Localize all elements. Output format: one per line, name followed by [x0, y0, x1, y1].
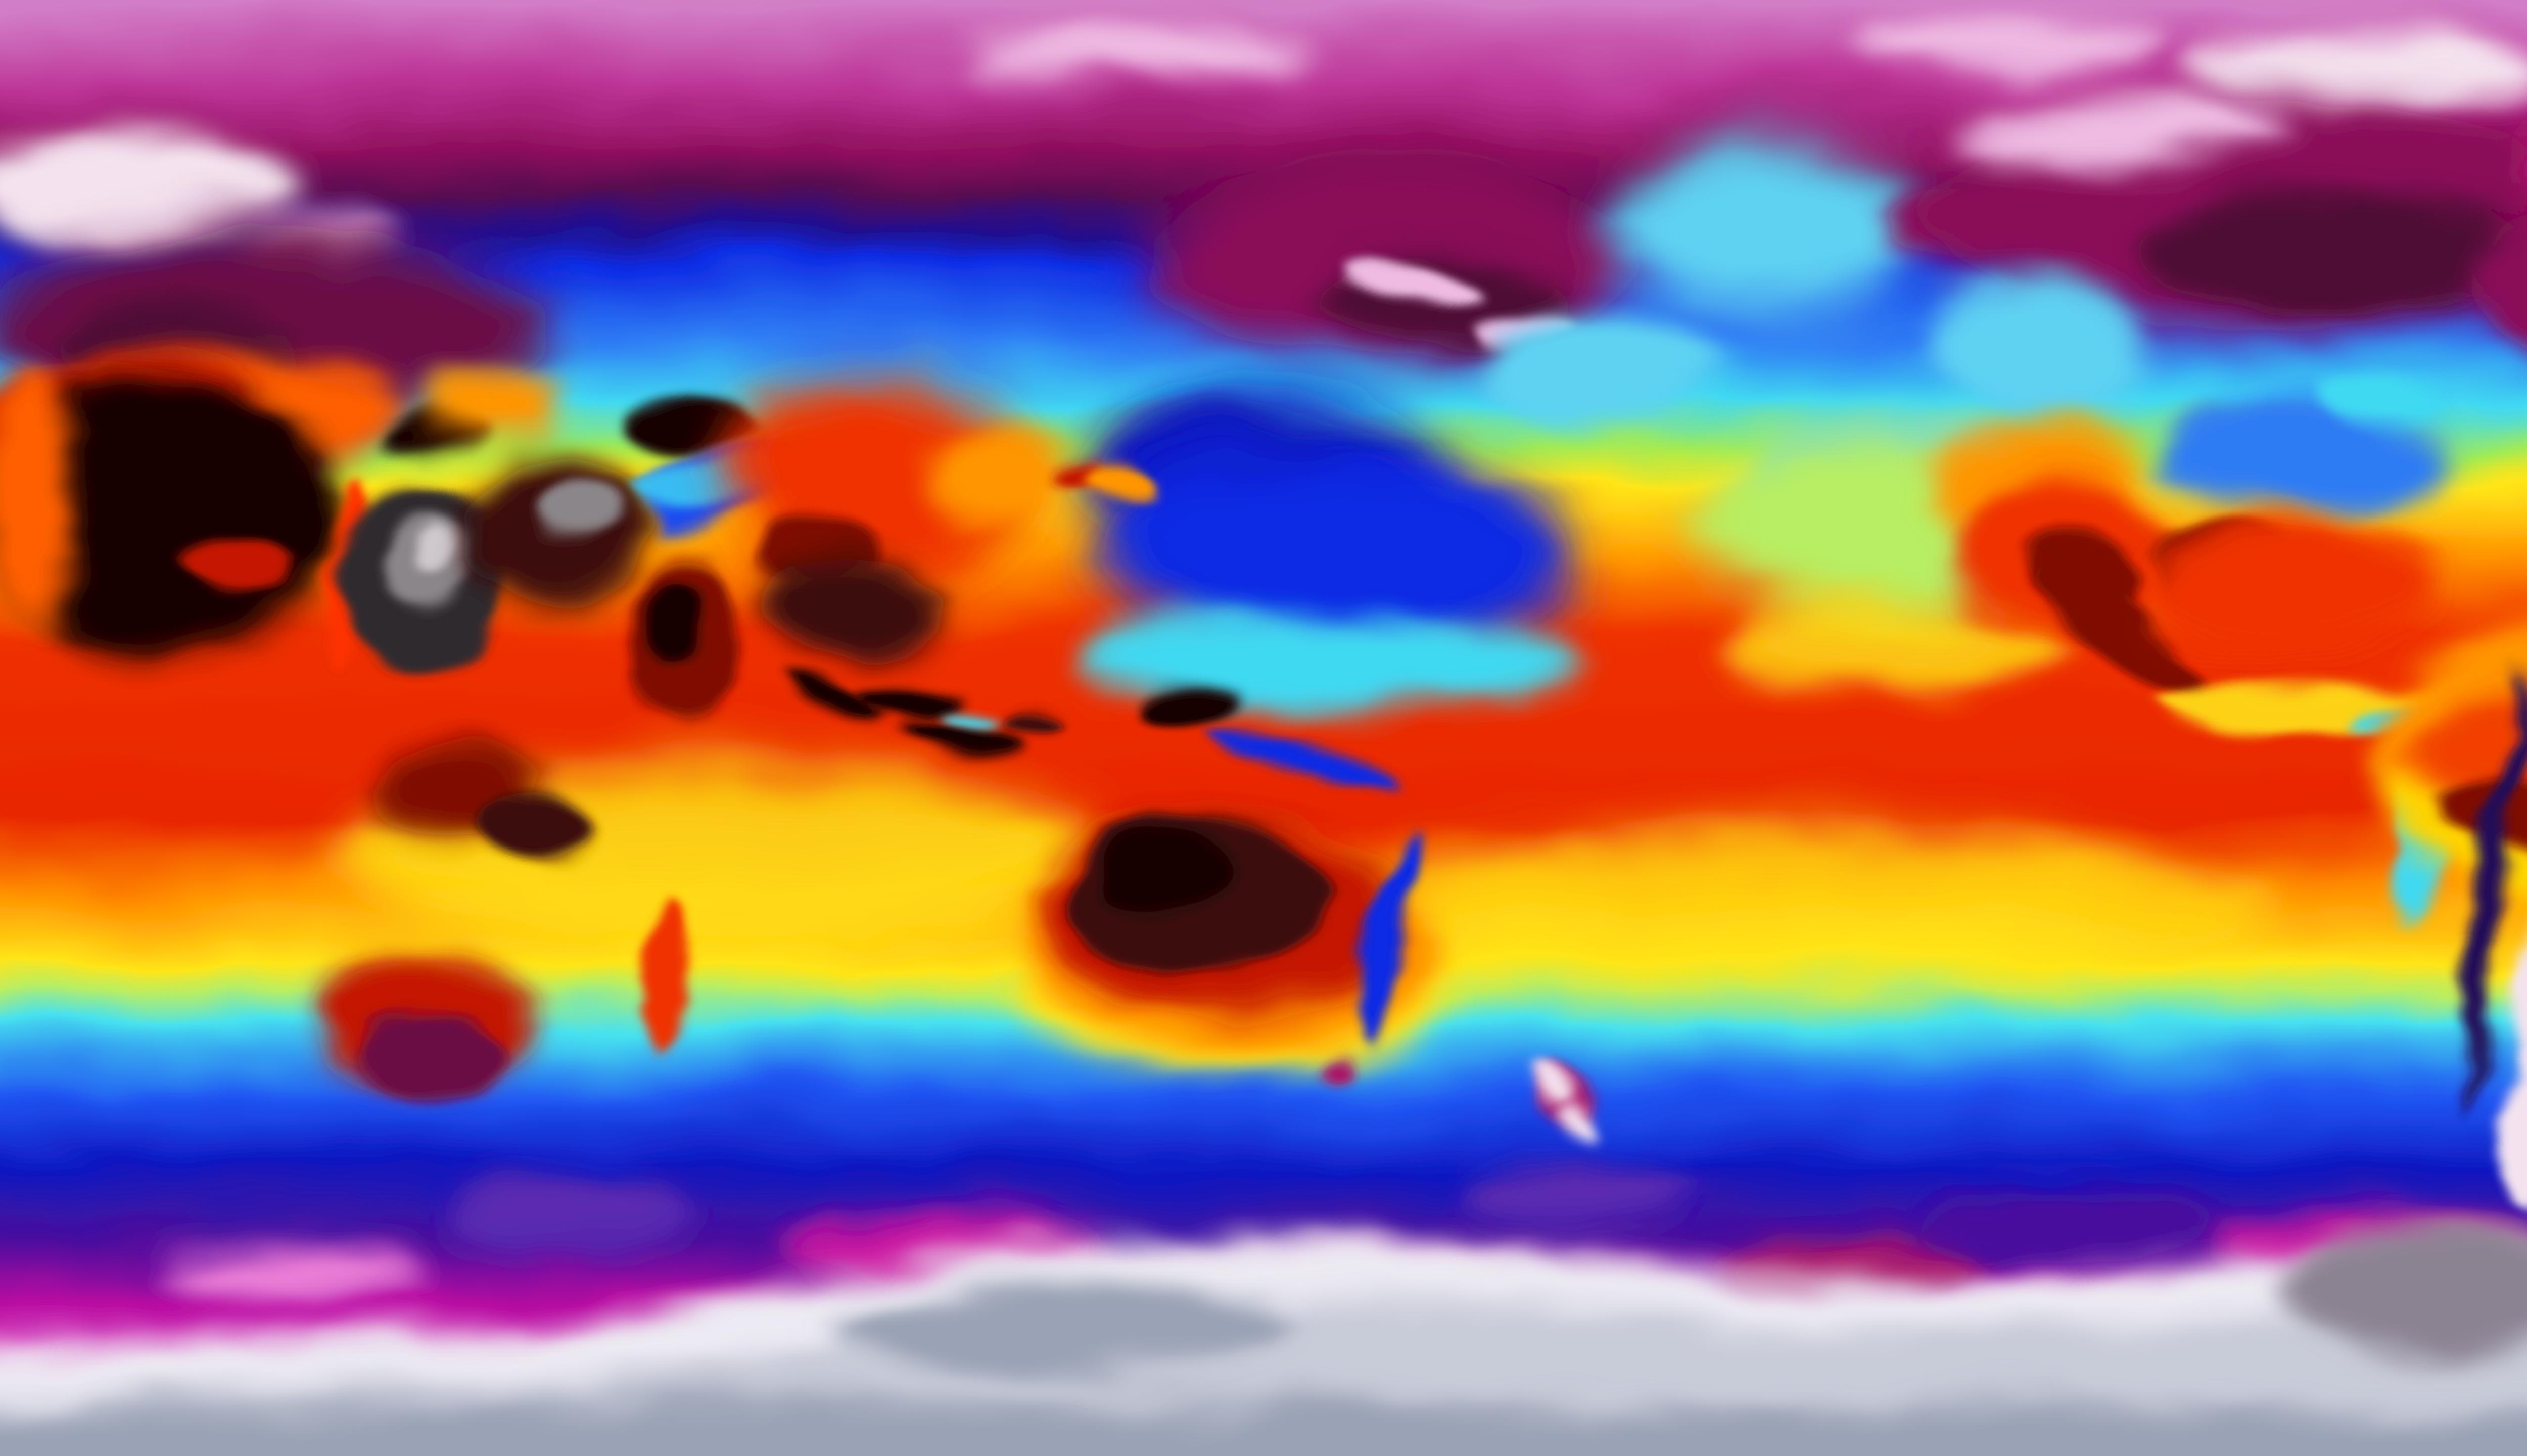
- gulf-of-alaska-cool: [1933, 284, 2142, 417]
- us-midwest-cool: [2161, 398, 2445, 512]
- arabia-bright-core: [413, 521, 455, 571]
- madagascar-warm-island: [643, 903, 691, 1047]
- tropical-features: [314, 629, 2527, 1206]
- antarctica: [0, 1225, 2527, 1456]
- antarctic-peninsula-dark-sector: [2287, 1225, 2527, 1346]
- japan-warm-arc: [1082, 466, 1162, 512]
- antarctic-interior: [0, 1406, 2527, 1456]
- indonesia-cool-speck: [936, 706, 990, 723]
- patagonia-ice-patch: [2524, 1116, 2527, 1166]
- bering-sea-cool-patch: [1611, 142, 1933, 313]
- south-africa-plateau-cold: [360, 1010, 504, 1098]
- canada-core: [2141, 195, 2527, 317]
- northeast-pacific-yellow-band: [1724, 599, 2066, 690]
- solomon-cool-streak: [1215, 730, 1392, 786]
- sumatra-hot-island: [785, 675, 883, 728]
- arctic-cloud-left: [0, 132, 303, 247]
- china-coast-warm: [921, 420, 1065, 520]
- southern-ocean-purple-eddy-1: [445, 1175, 692, 1251]
- new-zealand-snow-north: [1525, 1072, 1576, 1108]
- siberia-mountain-snow: [1337, 257, 1487, 304]
- india-extreme-core: [646, 576, 707, 668]
- southern-ocean-purple-eddy-2: [1459, 1160, 1687, 1229]
- sahel-red-patch: [176, 534, 298, 603]
- arctic-cloud-streak-chukchi: [1857, 21, 2161, 74]
- iran-gray-core: [531, 483, 614, 541]
- great-dividing-range-cool: [1361, 828, 1414, 1038]
- north-pacific-cyan-fringe: [1080, 618, 1573, 709]
- midlatitude-land-features: [0, 350, 2445, 736]
- labrador-cold-spot: [2477, 215, 2527, 354]
- taklamakan-hotspot: [625, 398, 762, 459]
- indochina-hotspot: [766, 557, 948, 656]
- us-southeast-warm: [2141, 519, 2445, 648]
- new-zealand-snow-south: [1569, 1107, 1608, 1138]
- subantarctic-pink-streak-2: [161, 1245, 427, 1295]
- new-guinea-hot-island: [1138, 681, 1250, 729]
- greenland-coastal-rim: [2524, 148, 2527, 186]
- borneo-hot-island: [857, 680, 955, 715]
- okhotsk-cool-patch: [1487, 309, 1715, 431]
- caspian-warm-patch: [417, 373, 561, 442]
- north-pacific-blue-band: [1099, 455, 1573, 664]
- java-hot-island: [901, 718, 1014, 753]
- andes-cold-line: [2464, 669, 2524, 1113]
- west-africa-coast-warm: [0, 379, 80, 615]
- ross-sector-gray: [834, 1278, 1289, 1377]
- australia-offscale-spot: [1107, 838, 1236, 914]
- arctic-cloud-streak-center: [966, 30, 1308, 84]
- canada-arctic-cloud: [1952, 99, 2294, 167]
- arctic-cloud-bering: [2185, 34, 2527, 118]
- south-pacific-yellow-band: [1289, 826, 2274, 986]
- great-lakes-cool-spot: [2312, 383, 2434, 421]
- mexico-hot-diagonal: [2035, 565, 2210, 694]
- east-africa-hot-patch: [485, 792, 599, 869]
- tasmania-cold-spot: [1321, 1052, 1355, 1079]
- southern-ocean-purple-eddy-3: [1924, 1185, 2208, 1261]
- sulawesi-hot-island: [993, 705, 1054, 728]
- andes-snow-stripe: [2501, 861, 2527, 1206]
